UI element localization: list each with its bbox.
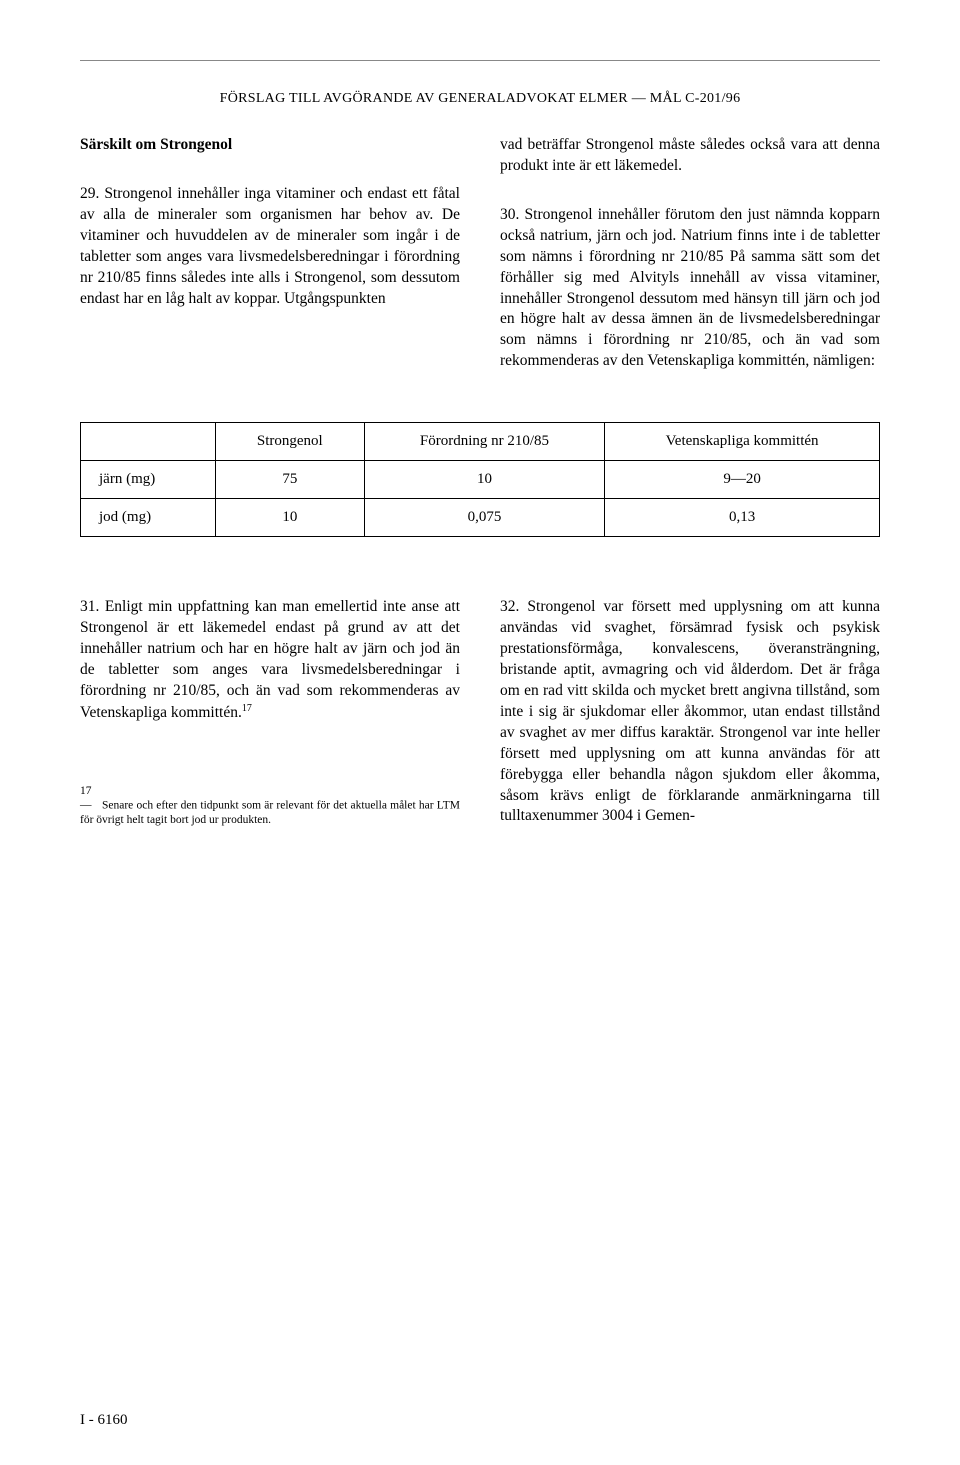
table-header-empty <box>81 423 216 461</box>
table-cell-value: 9—20 <box>605 461 880 499</box>
lower-left-column: 31. Enligt min uppfattning kan man emell… <box>80 597 460 827</box>
lower-columns: 31. Enligt min uppfattning kan man emell… <box>80 597 880 827</box>
table-header-strongenol: Strongenol <box>215 423 364 461</box>
table-row: järn (mg) 75 10 9—20 <box>81 461 880 499</box>
table-cell-value: 10 <box>364 461 604 499</box>
table-cell-value: 0,13 <box>605 499 880 537</box>
table-cell-value: 0,075 <box>364 499 604 537</box>
table-cell-label: järn (mg) <box>81 461 216 499</box>
table-header-forordning: Förordning nr 210/85 <box>364 423 604 461</box>
running-header: FÖRSLAG TILL AVGÖRANDE AV GENERALADVOKAT… <box>80 91 880 107</box>
comparison-table-wrap: Strongenol Förordning nr 210/85 Vetenska… <box>80 422 880 537</box>
paragraph-31: 31. Enligt min uppfattning kan man emell… <box>80 597 460 724</box>
paragraph-32: 32. Strongenol var försett med upplysnin… <box>500 597 880 827</box>
table-header-vetenskapliga: Vetenskapliga kommittén <box>605 423 880 461</box>
footnote-17-text: Senare och efter den tidpunkt som är rel… <box>80 799 460 825</box>
paragraph-31-text: 31. Enligt min uppfattning kan man emell… <box>80 598 460 721</box>
page-container: FÖRSLAG TILL AVGÖRANDE AV GENERALADVOKAT… <box>0 0 960 1465</box>
table-row: jod (mg) 10 0,075 0,13 <box>81 499 880 537</box>
upper-right-column: vad beträffar Strongenol måste således o… <box>500 135 880 372</box>
section-heading-strongenol: Särskilt om Strongenol <box>80 135 460 156</box>
top-rule <box>80 60 880 61</box>
footnote-17-label: 17 — <box>80 784 102 813</box>
upper-left-column: Särskilt om Strongenol 29. Strongenol in… <box>80 135 460 372</box>
table-cell-value: 75 <box>215 461 364 499</box>
paragraph-29: 29. Strongenol innehåller inga vitaminer… <box>80 184 460 310</box>
table-cell-label: jod (mg) <box>81 499 216 537</box>
table-cell-value: 10 <box>215 499 364 537</box>
lower-right-column: 32. Strongenol var försett med upplysnin… <box>500 597 880 827</box>
footnote-ref-17: 17 <box>242 703 252 714</box>
footnote-17: 17 —Senare och efter den tidpunkt som är… <box>80 784 460 827</box>
page-number: I - 6160 <box>80 1412 128 1429</box>
upper-columns: Särskilt om Strongenol 29. Strongenol in… <box>80 135 880 372</box>
table-header-row: Strongenol Förordning nr 210/85 Vetenska… <box>81 423 880 461</box>
paragraph-30: 30. Strongenol innehåller förutom den ju… <box>500 205 880 372</box>
comparison-table: Strongenol Förordning nr 210/85 Vetenska… <box>80 422 880 537</box>
paragraph-intro-right: vad beträffar Strongenol måste således o… <box>500 135 880 177</box>
